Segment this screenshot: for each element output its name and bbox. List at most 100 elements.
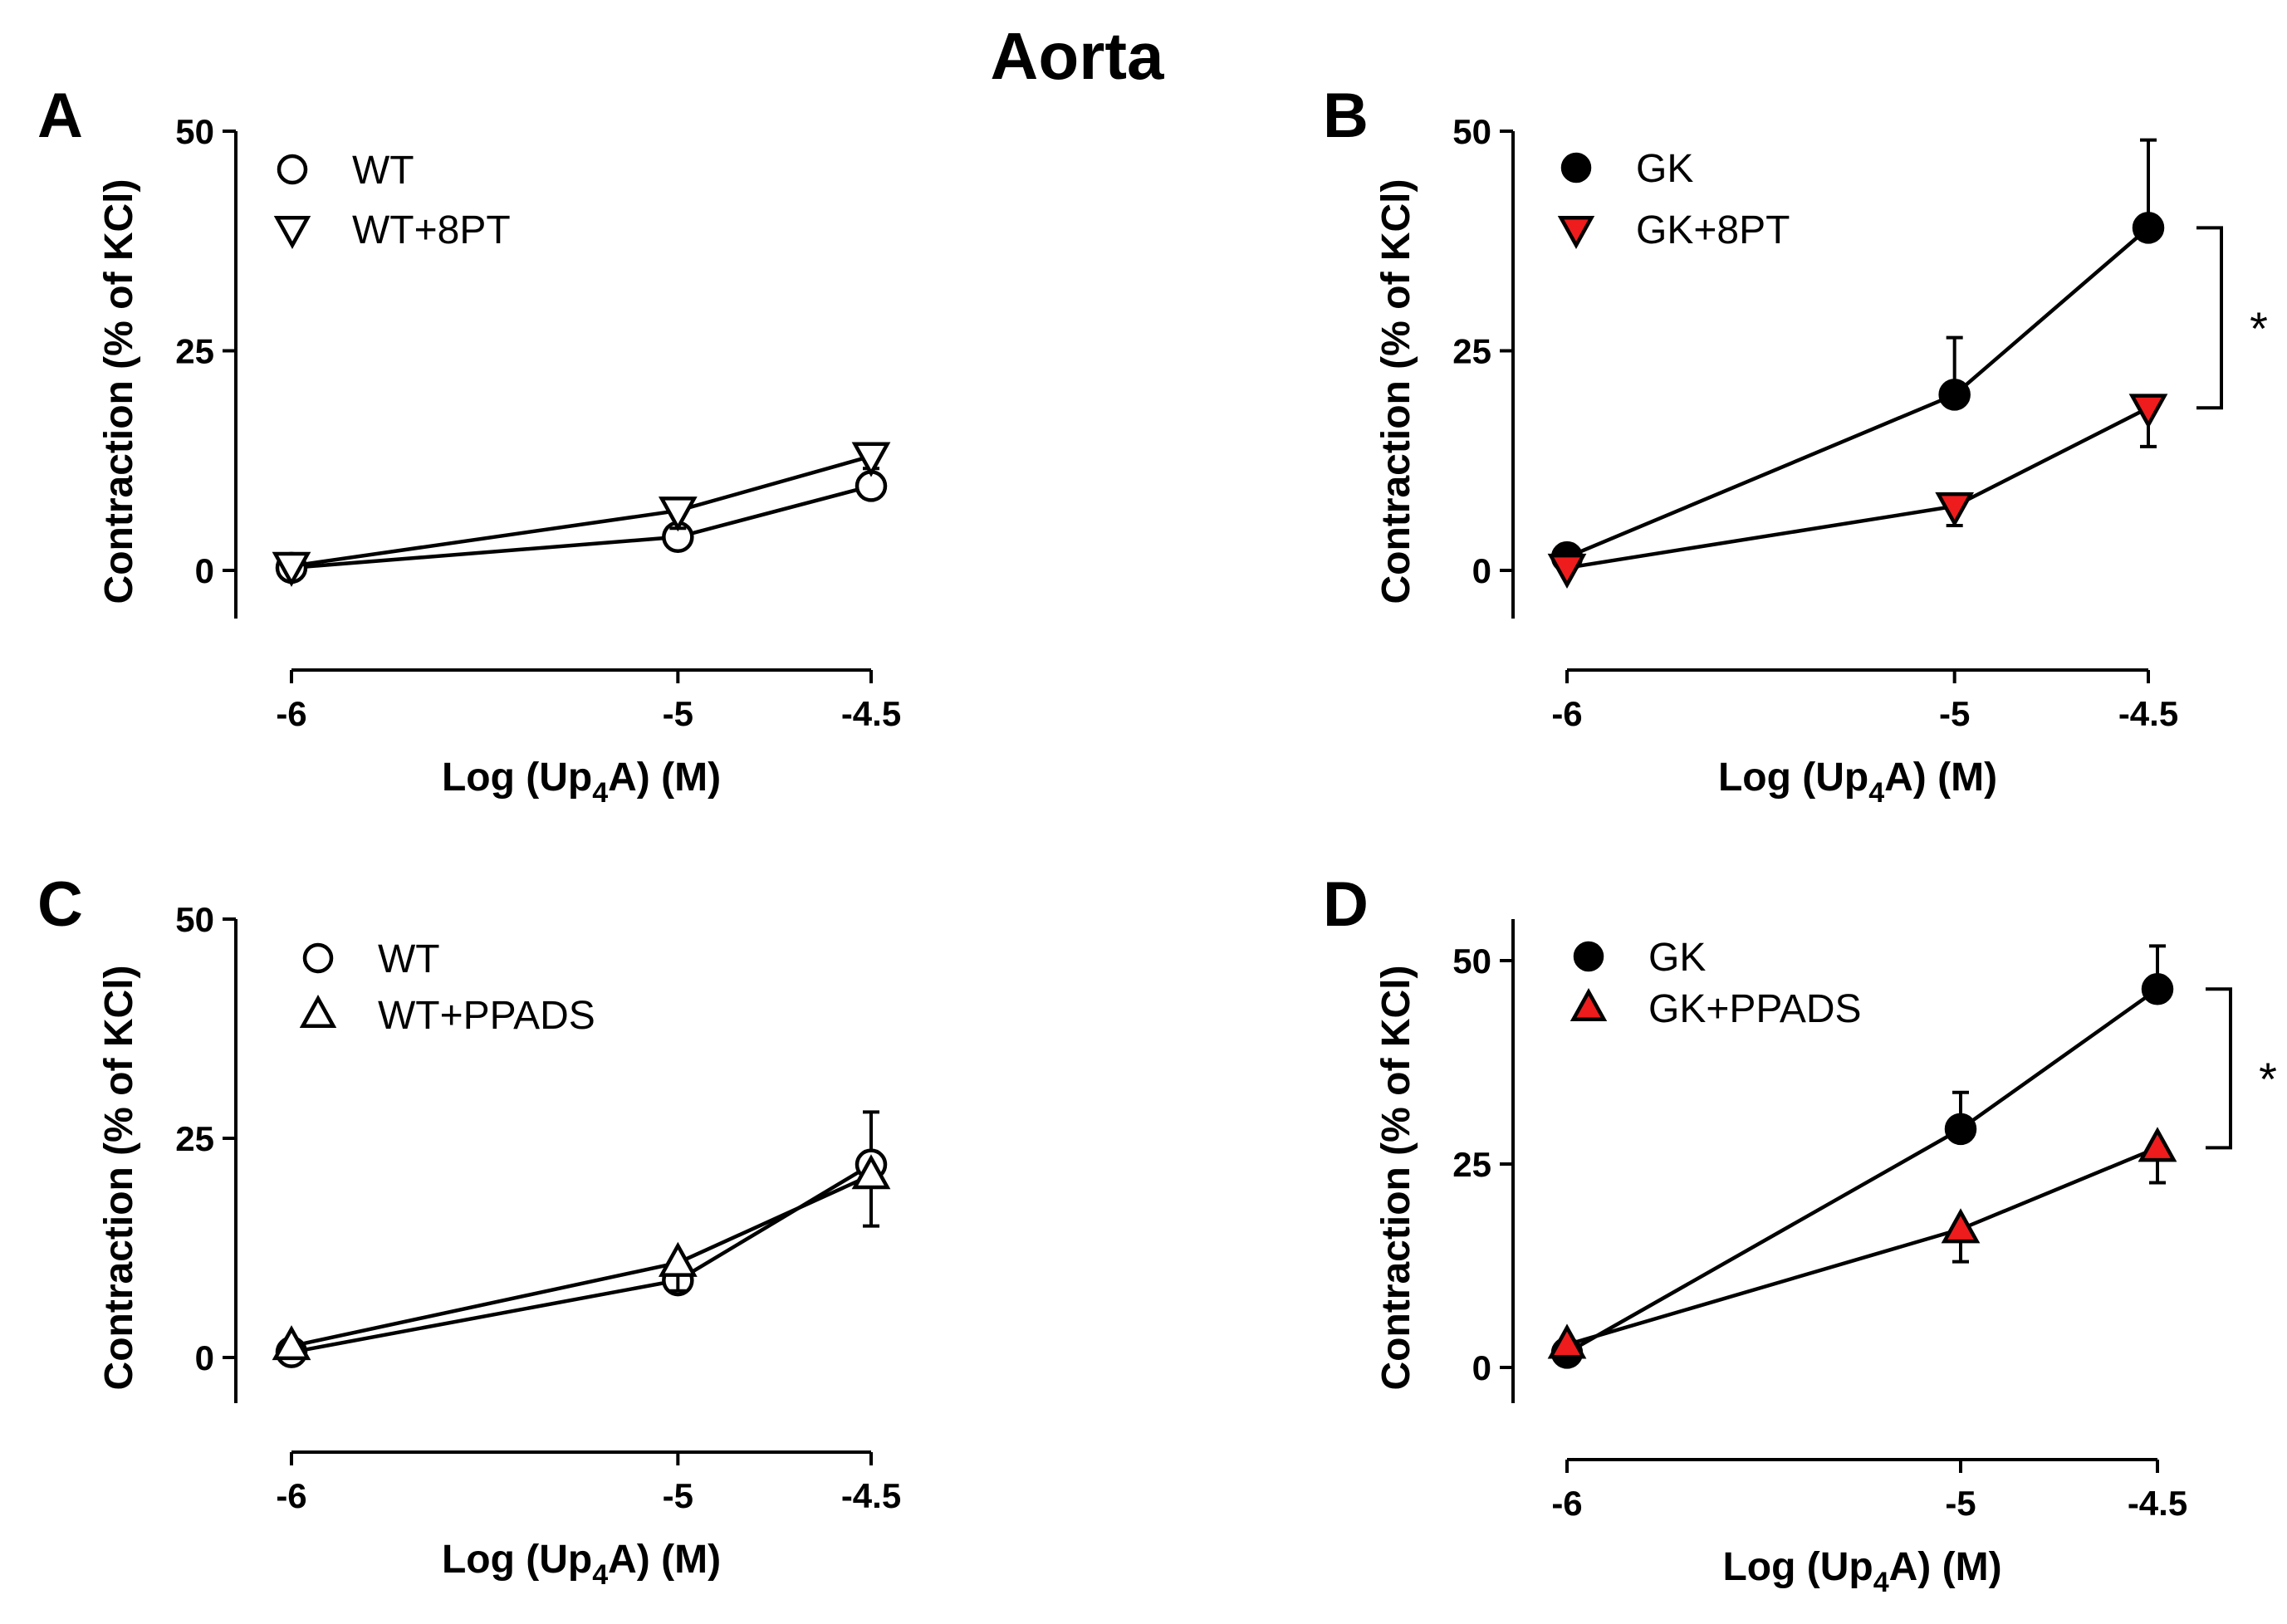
y-axis-title: Contraction (% of KCl)	[1374, 179, 1418, 604]
figure-title: Aorta	[991, 19, 1164, 93]
significance-bracket	[2196, 226, 2223, 410]
x-axis-title: Log (Up4A) (M)	[442, 1538, 721, 1591]
y-tick-label: 0	[1472, 1348, 1491, 1387]
series-line	[291, 1173, 872, 1348]
panel-letter: D	[1323, 869, 1369, 940]
x-axis-title-part: A) (M)	[608, 756, 721, 800]
legend-label: WT	[378, 937, 440, 981]
x-tick-label: -6	[1551, 694, 1582, 733]
significance-star: *	[2259, 1053, 2277, 1105]
x-tick-label: -5	[663, 1476, 693, 1515]
chart-panel-d: D 0 25 50 Contraction (% of KCl) -6 -5 -4.5 Log …	[1323, 869, 2277, 1598]
data-point	[1944, 1113, 1977, 1146]
legend-entry: GK	[1573, 936, 1706, 980]
legend-marker	[299, 995, 337, 1029]
x-tick-label: -6	[1551, 1484, 1582, 1523]
series-gk-ppads	[1547, 1127, 2177, 1359]
data-point	[851, 1154, 891, 1190]
series-line	[1566, 406, 2150, 570]
x-tick-label: -6	[276, 694, 306, 733]
x-axis-title-part: Log (Up	[442, 1538, 592, 1582]
x-axis-title-part: Log (Up	[442, 756, 592, 800]
y-tick-label: 0	[195, 551, 214, 590]
data-point	[2132, 212, 2165, 244]
y-tick-label: 0	[195, 1338, 214, 1377]
series-line	[291, 484, 872, 570]
legend-marker	[1560, 152, 1592, 183]
legend-entry: GK+PPADS	[1570, 987, 1862, 1031]
x-tick-label: -5	[663, 694, 693, 733]
legend-entry: GK+8PT	[1557, 208, 1790, 252]
series-gk-8pt	[1547, 394, 2168, 589]
x-axis-title-subscript: 4	[592, 1559, 608, 1591]
x-axis-title-part: A) (M)	[1889, 1545, 2002, 1589]
x-axis-title-subscript: 4	[1868, 777, 1884, 809]
x-axis-title: Log (Up4A) (M)	[1718, 756, 1997, 809]
x-axis-title-part: Log (Up	[1718, 756, 1868, 800]
x-tick-label: -5	[1939, 694, 1970, 733]
data-point	[272, 1325, 311, 1361]
legend-label: WT	[352, 149, 414, 193]
data-point	[658, 496, 698, 532]
series-line	[291, 454, 872, 568]
y-tick-label: 50	[1452, 942, 1491, 981]
x-tick-label: -4.5	[841, 1476, 901, 1515]
y-tick-label: 25	[1452, 1145, 1491, 1184]
x-tick-label: -4.5	[841, 694, 901, 733]
chart-panel-a: A 0 25 50 Contraction (% of KCl) -6 -5 -4.5 Log …	[37, 81, 901, 809]
y-tick-label: 25	[175, 1119, 214, 1158]
data-point	[1547, 1323, 1587, 1359]
x-axis-title-part: Log (Up	[1722, 1545, 1873, 1589]
x-tick-label: -4.5	[2128, 1484, 2187, 1523]
series-gk	[1550, 944, 2174, 1369]
data-point	[1938, 379, 1971, 411]
series-line	[1566, 226, 2150, 560]
panel-letter: B	[1323, 81, 1369, 151]
panel-letter: A	[37, 81, 83, 151]
data-point	[2128, 394, 2168, 429]
x-axis-title-part: A) (M)	[608, 1538, 721, 1582]
series-line	[1565, 987, 2159, 1355]
panel-letter: C	[37, 869, 83, 940]
series-gk	[1550, 138, 2165, 574]
legend-entry: GK	[1560, 147, 1693, 191]
y-tick-label: 0	[1472, 551, 1491, 590]
y-axis-title: Contraction (% of KCl)	[97, 179, 141, 604]
data-point	[2141, 973, 2174, 1005]
legend-marker	[1573, 941, 1604, 972]
x-axis-title-subscript: 4	[1873, 1567, 1889, 1598]
x-tick-label: -4.5	[2118, 694, 2178, 733]
data-point	[1941, 1208, 1981, 1244]
x-axis-title: Log (Up4A) (M)	[442, 756, 721, 809]
legend-marker	[1570, 988, 1608, 1022]
legend-entry: WT	[302, 937, 440, 981]
series-line	[291, 1162, 873, 1354]
x-axis-title-subscript: 4	[592, 777, 608, 809]
legend-label: WT+8PT	[352, 208, 511, 252]
legend-label: WT+PPADS	[378, 994, 595, 1038]
data-point	[851, 442, 891, 477]
legend-entry: WT	[277, 149, 414, 193]
x-axis-title-part: A) (M)	[1884, 756, 1997, 800]
data-point	[272, 551, 311, 587]
significance-bracket	[2206, 987, 2232, 1150]
chart-panel-b: B 0 25 50 Contraction (% of KCl) -6 -5 -4.5 Log …	[1323, 81, 2268, 809]
legend-label: GK	[1636, 147, 1693, 191]
legend-marker	[277, 154, 308, 185]
legend-marker	[302, 942, 334, 974]
series-wt-ppads	[272, 1154, 891, 1361]
series-wt-8pt	[272, 442, 891, 587]
legend-label: GK	[1648, 936, 1706, 980]
legend-entry: WT+PPADS	[299, 994, 595, 1038]
data-point	[2138, 1127, 2177, 1162]
significance-star: *	[2250, 302, 2268, 355]
legend-marker	[1557, 215, 1595, 249]
y-tick-label: 25	[175, 332, 214, 371]
data-point	[1935, 492, 1975, 527]
x-tick-label: -5	[1945, 1484, 1976, 1523]
legend-marker	[273, 215, 311, 249]
legend-entry: WT+8PT	[273, 208, 511, 252]
data-point	[658, 1241, 698, 1277]
y-axis-title: Contraction (% of KCl)	[1374, 966, 1418, 1391]
